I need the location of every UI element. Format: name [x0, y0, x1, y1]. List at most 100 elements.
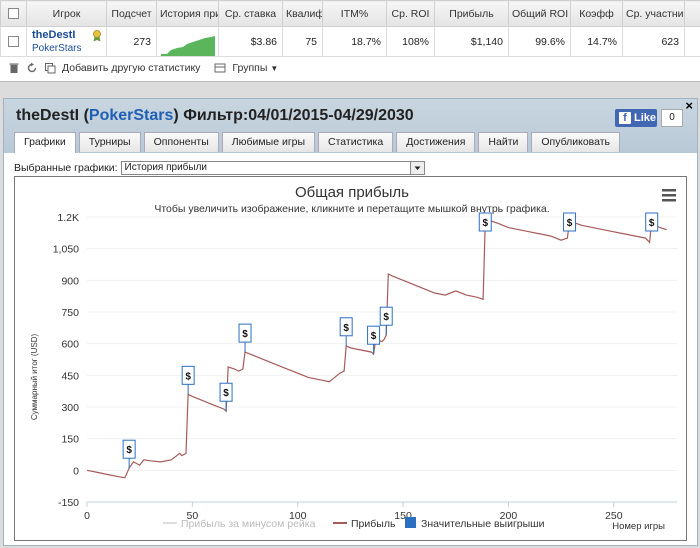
groups-button[interactable]: Группы ▼: [232, 62, 279, 74]
big-win-marker: $: [238, 323, 252, 353]
big-win-marker: $: [122, 439, 136, 469]
big-win-marker: $: [367, 325, 381, 355]
row-checkbox[interactable]: [0, 26, 27, 57]
chart-title: Общая прибыль: [295, 184, 409, 201]
y-tick-label: 900: [61, 275, 79, 287]
total-roi-cell: 99.6%: [508, 26, 571, 57]
tab-achievements[interactable]: Достижения: [396, 132, 476, 152]
qualif-cell: 75: [282, 26, 323, 57]
y-tick-label: 1,050: [53, 244, 79, 256]
refresh-icon[interactable]: [26, 62, 38, 74]
col-history[interactable]: История при: [156, 0, 219, 27]
count-cell: 273: [106, 26, 157, 57]
col-total-roi[interactable]: Общий ROI: [508, 0, 571, 27]
fb-like-count: 0: [661, 109, 683, 127]
legend-rake-label: Прибыль за минусом рейка: [181, 518, 316, 530]
tab-tournaments[interactable]: Турниры: [78, 132, 141, 152]
avg-roi-cell: 108%: [386, 26, 435, 57]
col-profit[interactable]: Прибыль: [434, 0, 509, 27]
x-tick-label: 250: [605, 510, 623, 522]
stats-table: Игрок Подсчет История при Ср. ставка Ква…: [0, 0, 700, 57]
big-win-flag: [645, 212, 659, 232]
x-tick-label: 100: [289, 510, 307, 522]
tab-publish[interactable]: Опубликовать: [531, 132, 621, 152]
tab-bar: Графики Турниры Оппоненты Любимые игры С…: [14, 132, 621, 153]
col-avg-roi[interactable]: Ср. ROI: [386, 0, 435, 27]
col-coeff[interactable]: Коэфф: [570, 0, 623, 27]
player-panel: theDestI (PokerStars) Фильтр:04/01/2015-…: [3, 98, 698, 546]
col-avg-stake[interactable]: Ср. ставка: [218, 0, 283, 27]
graph-selector-row: Выбранные графики: История прибыли: [14, 161, 425, 175]
col-count[interactable]: Подсчет: [106, 0, 157, 27]
chart-svg[interactable]: Общая прибыль Чтобы увеличить изображени…: [15, 177, 688, 542]
big-win-flag: [367, 325, 381, 345]
legend-bigwin-label: Значительные выигрыши: [421, 518, 545, 530]
big-win-marker: $: [339, 317, 353, 346]
big-win-marker: $: [645, 212, 659, 232]
copy-icon: [45, 63, 56, 74]
big-win-flag: [238, 323, 252, 343]
col-avg-participants[interactable]: Ср. участник: [622, 0, 685, 27]
legend-profit-label: Прибыль: [351, 518, 396, 530]
big-win-flag: [563, 212, 577, 232]
chevron-down-icon: ▼: [270, 64, 279, 73]
col-qualif[interactable]: Квалиф: [282, 0, 323, 27]
big-win-flag: [219, 382, 233, 402]
tab-opponents[interactable]: Оппоненты: [143, 132, 219, 152]
avg-participants-cell: 623: [622, 26, 685, 57]
close-icon[interactable]: ×: [685, 98, 693, 113]
trash-icon[interactable]: [8, 62, 20, 74]
tab-favorite-games[interactable]: Любимые игры: [221, 132, 316, 152]
player-site: PokerStars: [32, 42, 82, 54]
page-title: theDestI (PokerStars) Фильтр:04/01/2015-…: [16, 107, 414, 124]
coeff-cell: 14.7%: [570, 26, 623, 57]
big-win-label: $: [223, 388, 229, 399]
x-tick-label: 200: [500, 510, 518, 522]
player-name[interactable]: theDestI: [32, 28, 76, 41]
site-link[interactable]: PokerStars: [88, 107, 174, 124]
big-win-label: $: [371, 331, 377, 342]
legend-bigwin-swatch: [405, 517, 416, 528]
player-cell[interactable]: theDestI PokerStars: [26, 26, 107, 57]
big-win-label: $: [343, 323, 349, 334]
y-tick-label: 750: [61, 307, 79, 319]
y-tick-label: 150: [61, 434, 79, 446]
big-win-marker: $: [478, 212, 492, 232]
profit-chart[interactable]: Общая прибыль Чтобы увеличить изображени…: [14, 176, 687, 541]
col-player[interactable]: Игрок: [26, 0, 107, 27]
table-row: theDestI PokerStars 273 $3.86 75 18.7% 1…: [0, 26, 700, 57]
facebook-icon: f: [619, 112, 631, 124]
big-win-label: $: [383, 312, 389, 323]
stats-toolbar: Добавить другую статистику Группы ▼: [0, 57, 700, 79]
tab-statistics[interactable]: Статистика: [318, 132, 394, 152]
y-tick-label: 450: [61, 370, 79, 382]
big-win-label: $: [185, 371, 191, 382]
col-itm[interactable]: ITM%: [322, 0, 387, 27]
award-icon: [93, 30, 101, 42]
big-win-marker: $: [563, 212, 577, 232]
add-stats-button[interactable]: Добавить другую статистику: [62, 62, 201, 74]
y-tick-label: 1.2K: [57, 212, 79, 224]
big-win-flag: [122, 439, 136, 459]
big-win-label: $: [649, 218, 655, 229]
big-win-label: $: [126, 445, 132, 456]
y-axis-label: Суммарный итог (USD): [30, 334, 39, 421]
big-win-label: $: [567, 218, 573, 229]
graph-select[interactable]: История прибыли: [120, 161, 425, 175]
x-tick-label: 50: [187, 510, 199, 522]
fb-like-button[interactable]: f Like: [615, 109, 657, 127]
big-win-marker: $: [219, 382, 233, 412]
big-win-marker: $: [379, 306, 393, 336]
tab-find[interactable]: Найти: [478, 132, 529, 152]
big-win-flag: [478, 212, 492, 232]
graph-selector-label: Выбранные графики:: [14, 162, 118, 174]
big-win-label: $: [242, 329, 248, 340]
tab-graphs[interactable]: Графики: [14, 132, 76, 153]
x-axis-label: Номер игры: [612, 521, 665, 532]
menu-icon[interactable]: [662, 189, 676, 202]
grid-icon: [214, 63, 226, 73]
y-tick-label: 300: [61, 402, 79, 414]
avg-stake-cell: $3.86: [218, 26, 283, 57]
select-all-checkbox[interactable]: [0, 0, 27, 27]
chevron-down-icon: [409, 162, 424, 174]
